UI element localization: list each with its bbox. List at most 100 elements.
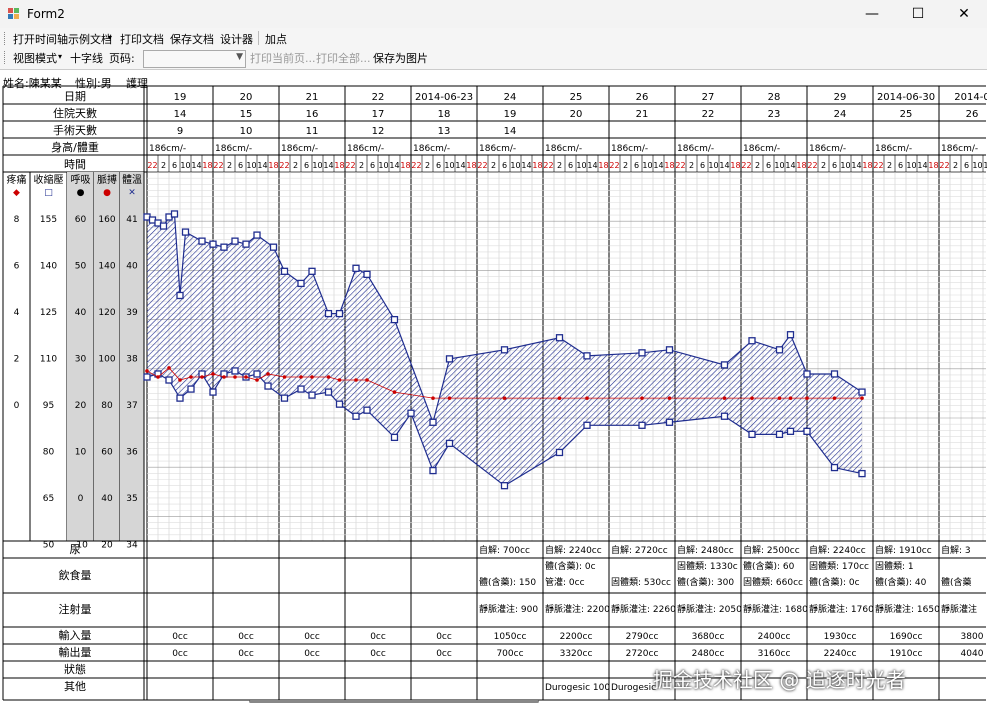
menu-separator — [258, 31, 259, 45]
day-date: 2014-0 — [954, 92, 987, 103]
day-height-weight: 186cm/- — [545, 144, 582, 154]
input-value: 0cc — [370, 632, 386, 642]
pulse-point — [777, 396, 782, 400]
food-value: 體(含藥): 0c — [545, 560, 596, 572]
time-slot: 22 — [213, 161, 223, 170]
axis-tick: 2 — [14, 355, 20, 365]
urine-value: 自解: 2720cc — [611, 544, 668, 556]
maximize-button[interactable]: ☐ — [911, 6, 925, 22]
food-value: 固體類: 170cc — [809, 560, 869, 572]
time-slot: 10 — [246, 161, 256, 170]
axis-background — [120, 172, 144, 541]
minimize-button[interactable]: — — [865, 6, 879, 22]
input-value: 0cc — [238, 632, 254, 642]
bp-point — [242, 240, 250, 248]
pulse-point — [750, 396, 754, 400]
day-height-weight: 186cm/- — [281, 144, 318, 154]
menu-add-point[interactable]: 加点 — [265, 33, 287, 46]
pulse-point — [200, 375, 204, 379]
bp-point — [308, 391, 316, 399]
pulse-point — [189, 375, 193, 379]
height-weight-label: 身高/體重 — [51, 140, 99, 154]
pulse-point — [447, 396, 452, 400]
pulse-point — [211, 372, 215, 376]
day-height-weight: 186cm/- — [941, 144, 978, 154]
menu-grip — [4, 32, 7, 45]
food-value: 體(含藥): 0c — [809, 576, 860, 588]
bp-point — [335, 400, 344, 408]
time-slot: 18 — [202, 161, 212, 170]
day-surgery-days: 11 — [306, 126, 319, 137]
chevron-down-icon[interactable]: ▾ — [58, 52, 63, 61]
pulse-point — [354, 378, 358, 382]
pulse-point — [788, 396, 793, 400]
axis-title: 疼痛 — [7, 173, 27, 186]
day-hospital-days: 22 — [702, 109, 715, 120]
pulse-point — [365, 378, 369, 382]
axis-marker: ● — [77, 188, 85, 198]
injection-label: 注射量 — [59, 602, 92, 616]
print-all-button[interactable]: 打印全部... — [316, 52, 371, 65]
day-date: 19 — [174, 92, 187, 103]
day-height-weight: 186cm/- — [215, 144, 252, 154]
time-slot: 2 — [359, 161, 364, 170]
injection-value: 靜脈灌注: 1650 — [875, 603, 940, 615]
output-value: 0cc — [436, 649, 452, 659]
menu-designer[interactable]: 设计器 — [220, 33, 253, 46]
chevron-down-icon[interactable]: ▾ — [108, 33, 113, 42]
pulse-point — [233, 375, 237, 379]
pulse-point — [222, 375, 226, 379]
horizontal-scrollbar[interactable] — [249, 700, 539, 703]
time-slot: 6 — [832, 161, 837, 170]
output-value: 2480cc — [692, 649, 725, 659]
bp-point — [181, 228, 190, 236]
time-slot: 2 — [887, 161, 892, 170]
day-height-weight: 186cm/- — [347, 144, 384, 154]
axis-background — [94, 172, 120, 541]
bp-point — [297, 279, 305, 288]
bp-point — [786, 427, 795, 435]
save-image-button[interactable]: 保存为图片 — [373, 52, 428, 65]
close-button[interactable]: ✕ — [958, 6, 970, 22]
time-slot: 2 — [161, 161, 166, 170]
time-slot: 14 — [587, 161, 597, 170]
print-current-button[interactable]: 打印当前页... — [250, 52, 316, 65]
intake-food-label: 飲食量 — [59, 568, 92, 582]
pulse-point — [156, 375, 160, 379]
urine-value: 自解: 2240cc — [545, 544, 602, 556]
axis-tick: 125 — [40, 308, 57, 318]
input-value: 3800 — [961, 632, 984, 642]
page-select[interactable]: ▼ — [143, 50, 246, 68]
axis-title: 體溫 — [122, 174, 142, 186]
axis-tick: 8 — [14, 215, 20, 225]
pulse-point — [832, 396, 837, 400]
output-value: 0cc — [238, 649, 254, 659]
bp-point — [209, 388, 217, 396]
time-slot: 10 — [378, 161, 388, 170]
cross-line-button[interactable]: 十字线 — [70, 52, 103, 65]
axis-marker: ◆ — [13, 188, 20, 198]
time-slot: 6 — [898, 161, 903, 170]
hospital-days-label: 住院天數 — [53, 106, 97, 120]
pulse-point — [805, 396, 809, 400]
bp-point — [583, 352, 591, 360]
output-value: 4040 — [961, 649, 984, 659]
urine-value: 自解: 2240cc — [809, 544, 866, 556]
menu-print-doc[interactable]: 打印文档 — [120, 33, 164, 46]
page-label: 页码: — [109, 52, 135, 65]
bp-point — [176, 291, 184, 300]
injection-value: 靜脈灌注: 2050 — [677, 603, 742, 615]
axis-tick: 80 — [101, 401, 113, 411]
time-slot: 22 — [279, 161, 289, 170]
injection-value: 靜脈灌注: 2200 — [545, 603, 610, 615]
menu-open-sample[interactable]: 打开时间轴示例文档 — [13, 33, 112, 46]
input-value: 1690cc — [890, 632, 923, 642]
axis-marker: ● — [103, 188, 111, 198]
time-slot: 10 — [774, 161, 784, 170]
view-mode-dropdown[interactable]: 视图模式 — [13, 52, 57, 65]
food-value: 體(含藥): 40 — [875, 576, 927, 588]
menu-bar: 打开时间轴示例文档 ▾ 打印文档 保存文档 设计器 加点 — [0, 28, 987, 48]
axis-tick: 65 — [43, 494, 54, 504]
menu-save-doc[interactable]: 保存文档 — [170, 33, 214, 46]
food-value: 體(含藥): 300 — [677, 576, 734, 588]
